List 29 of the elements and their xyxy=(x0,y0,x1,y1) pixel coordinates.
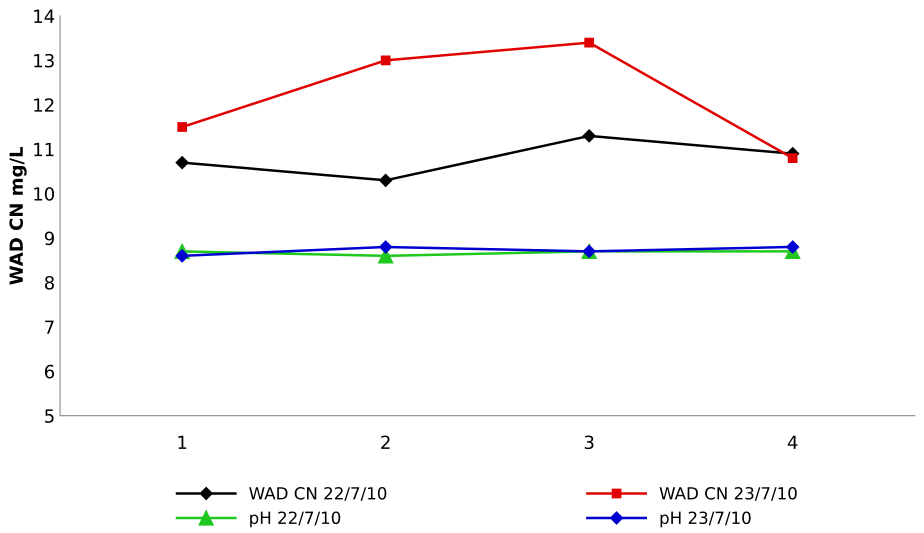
y-tick-label: 10 xyxy=(34,187,54,201)
point xyxy=(788,153,798,163)
point xyxy=(582,129,596,143)
y-tick-label: 7 xyxy=(45,320,54,334)
y-tick-label: 11 xyxy=(34,142,54,156)
y-tick-label: 12 xyxy=(34,98,54,112)
point xyxy=(379,174,392,187)
y-tick-label: 14 xyxy=(34,10,54,23)
y-tick-label: 9 xyxy=(44,232,54,246)
point xyxy=(379,240,392,254)
x-tick-label: 1 xyxy=(178,436,186,449)
x-tick-label: 2 xyxy=(381,436,390,449)
point xyxy=(177,122,188,132)
point xyxy=(176,156,189,170)
point xyxy=(176,249,189,262)
point xyxy=(584,38,594,48)
y-axis-title: WAD CN mg/L xyxy=(9,146,27,285)
legend-label: WAD CN 23/7/10 xyxy=(660,487,797,501)
legend-label: pH 23/7/10 xyxy=(660,511,751,528)
x-tick-label: 4 xyxy=(788,436,798,449)
y-tick-label: 8 xyxy=(44,276,54,290)
legend-label: pH 22/7/10 xyxy=(250,511,340,528)
y-tick-label: 5 xyxy=(45,409,54,423)
point xyxy=(380,56,391,66)
y-tick-label: 6 xyxy=(44,364,54,378)
x-tick-label: 3 xyxy=(584,436,594,450)
y-tick-label: 13 xyxy=(34,54,54,68)
point xyxy=(786,240,800,254)
legend-label: WAD CN 22/7/10 xyxy=(249,487,386,501)
